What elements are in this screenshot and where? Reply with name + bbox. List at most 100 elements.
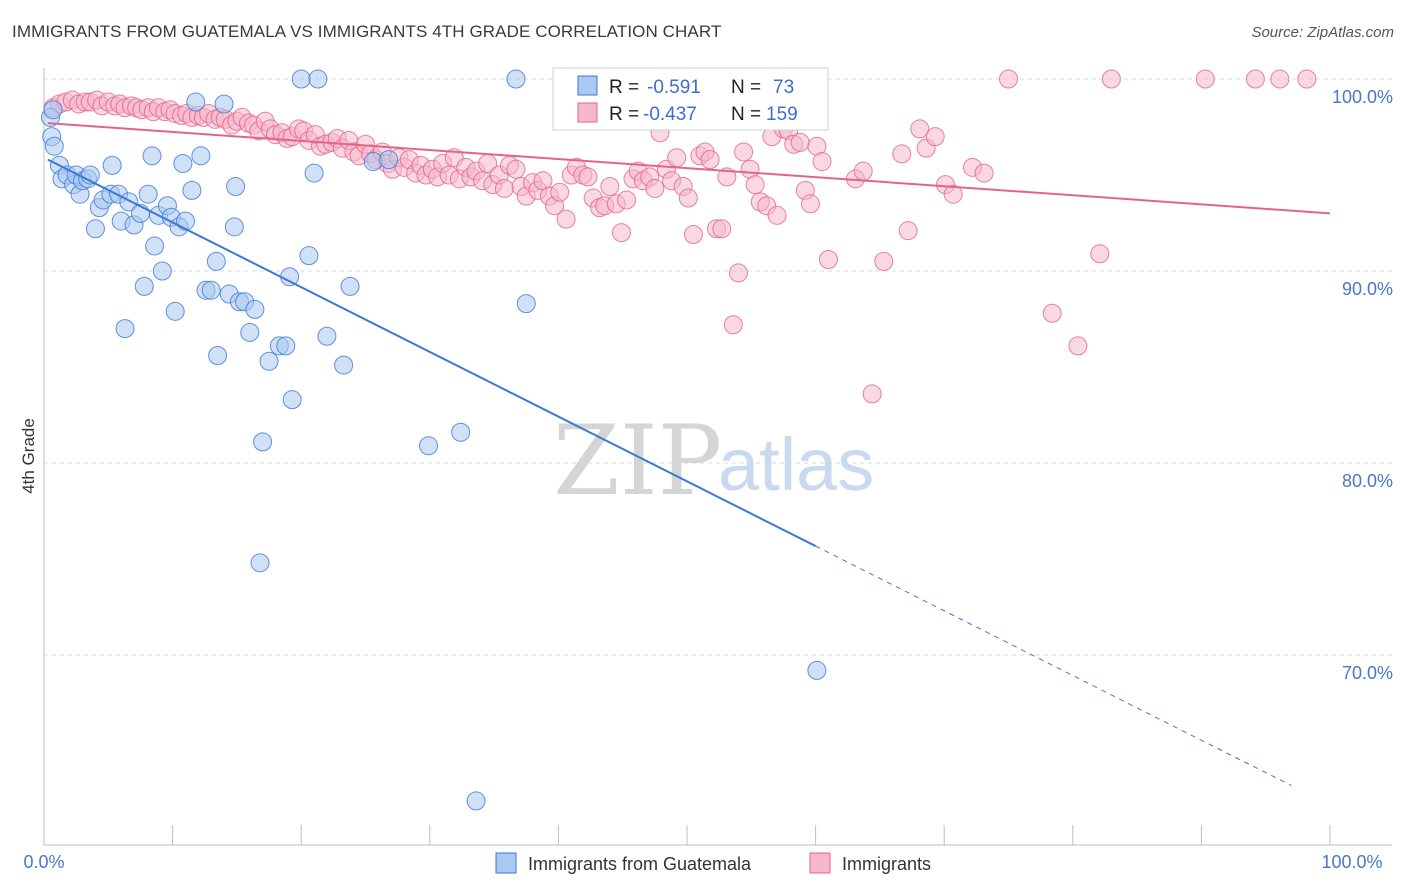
immigrants-point-138 [818, 249, 838, 269]
guatemala-point-69 [506, 69, 526, 89]
legend-n-label-2: N = [731, 104, 761, 125]
immigrants-point-153 [1042, 303, 1062, 323]
immigrants-point-137 [812, 152, 832, 172]
guatemala-point-66 [419, 436, 439, 456]
stats-legend: R = -0.591 N = 73 R = -0.437 N = 159 [552, 67, 829, 131]
x-tick-label-min: 0.0% [23, 852, 64, 872]
guatemala-point-33 [173, 153, 193, 173]
guatemala-point-63 [340, 276, 360, 296]
y-tick-label-3: 70.0% [1342, 663, 1393, 683]
legend-n-value-1: 73 [773, 77, 794, 98]
guatemala-point-55 [280, 267, 300, 287]
guatemala-point-37 [191, 146, 211, 166]
legend-r-value-2: -0.437 [643, 104, 697, 125]
series-guatemala-points [40, 69, 827, 811]
immigrants-point-120 [717, 167, 737, 187]
guatemala-point-49 [245, 299, 265, 319]
immigrants-point-147 [925, 127, 945, 147]
watermark-atlas: atlas [718, 423, 874, 506]
y-tick-labels: 100.0% 90.0% 80.0% 70.0% [1332, 87, 1393, 683]
legend-r-label-2: R = [609, 104, 639, 125]
trend-lines [47, 122, 1331, 787]
immigrants-point-122 [728, 263, 748, 283]
immigrants-point-160 [1297, 69, 1317, 89]
legend-swatch-pink [577, 102, 598, 123]
guatemala-point-24 [138, 184, 158, 204]
y-tick-label-1: 90.0% [1342, 279, 1393, 299]
immigrants-point-152 [999, 69, 1018, 89]
immigrants-point-144 [898, 221, 918, 241]
immigrants-point-151 [974, 163, 994, 183]
guatemala-point-65 [379, 150, 399, 170]
immigrants-point-119 [712, 219, 732, 239]
immigrants-point-82 [506, 159, 526, 179]
immigrants-point-95 [578, 167, 598, 187]
guatemala-point-54 [276, 336, 296, 356]
y-axis-title: 4th Grade [19, 418, 38, 494]
legend-swatch-blue [577, 75, 598, 96]
trend-line-immigrants [47, 122, 1331, 215]
guatemala-point-59 [304, 163, 324, 183]
trend-line-guatemala-extension [815, 545, 1292, 787]
guatemala-point-72 [43, 100, 63, 120]
immigrants-point-80 [494, 178, 514, 198]
immigrants-point-142 [874, 251, 894, 271]
immigrants-point-114 [683, 225, 703, 245]
grid-lines [44, 78, 1392, 656]
legend-swatch-immigrants [809, 852, 831, 874]
immigrants-point-125 [745, 175, 765, 195]
axes [43, 68, 1392, 846]
immigrants-point-145 [910, 119, 930, 139]
guatemala-point-52 [259, 351, 279, 371]
immigrants-point-117 [700, 150, 720, 170]
legend-n-label-1: N = [731, 77, 761, 98]
immigrants-point-91 [556, 209, 576, 229]
x-tick-label-max: 100.0% [1321, 852, 1382, 872]
legend-r-label-1: R = [609, 77, 639, 98]
immigrants-point-90 [550, 182, 570, 202]
guatemala-point-60 [308, 69, 328, 89]
guatemala-point-28 [152, 261, 172, 281]
legend-label-immigrants: Immigrants [842, 854, 931, 874]
guatemala-point-40 [206, 251, 226, 271]
guatemala-point-26 [145, 236, 165, 256]
guatemala-point-50 [250, 553, 270, 573]
guatemala-point-68 [466, 791, 486, 811]
immigrants-point-121 [723, 315, 743, 335]
guatemala-point-67 [451, 422, 471, 442]
trend-line-guatemala [47, 158, 817, 547]
immigrants-point-107 [645, 178, 665, 198]
guatemala-point-34 [175, 211, 195, 231]
immigrants-point-113 [678, 188, 698, 208]
immigrants-point-141 [862, 384, 882, 404]
guatemala-point-2 [44, 136, 64, 156]
guatemala-point-45 [226, 177, 246, 197]
series-legend: Immigrants from Guatemala Immigrants [495, 852, 931, 874]
guatemala-point-36 [186, 92, 206, 112]
guatemala-point-48 [240, 322, 260, 342]
guatemala-point-44 [224, 217, 244, 237]
guatemala-point-57 [291, 69, 311, 89]
immigrants-point-135 [800, 194, 820, 214]
immigrants-point-154 [1068, 336, 1088, 356]
chart-title: IMMIGRANTS FROM GUATEMALA VS IMMIGRANTS … [12, 22, 722, 41]
guatemala-point-19 [115, 319, 135, 339]
watermark-zip: ZIP [553, 405, 722, 517]
immigrants-point-133 [790, 132, 810, 152]
guatemala-point-39 [201, 280, 221, 300]
guatemala-point-16 [102, 155, 122, 175]
immigrants-point-156 [1101, 69, 1121, 89]
guatemala-point-12 [85, 219, 105, 239]
guatemala-point-61 [317, 326, 337, 346]
immigrants-point-157 [1195, 69, 1215, 89]
immigrants-point-111 [667, 148, 687, 168]
guatemala-point-56 [282, 390, 302, 410]
guatemala-point-51 [253, 432, 273, 452]
guatemala-point-42 [214, 94, 234, 114]
immigrants-point-123 [734, 142, 754, 162]
legend-label-guatemala: Immigrants from Guatemala [528, 854, 752, 874]
guatemala-point-71 [807, 660, 827, 680]
legend-n-value-2: 159 [766, 104, 798, 125]
guatemala-point-31 [165, 301, 185, 321]
